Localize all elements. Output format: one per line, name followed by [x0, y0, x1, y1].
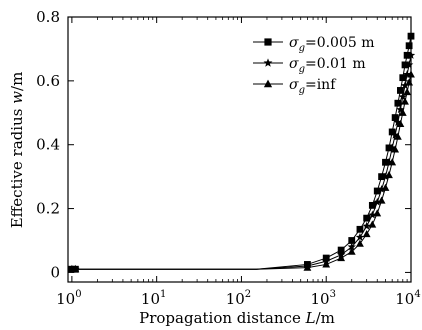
data-point — [407, 32, 415, 40]
data-point — [368, 201, 376, 209]
legend-label: σg=0.005 m — [289, 35, 375, 54]
data-point — [399, 74, 407, 82]
legend: σg=0.005 m σg=0.01 m σg=inf — [253, 35, 375, 96]
data-point — [322, 260, 331, 268]
data-point — [373, 187, 381, 195]
data-point — [356, 225, 364, 233]
data-point — [356, 239, 364, 247]
y-axis-label: Effective radius w/m — [8, 72, 26, 229]
data-point — [381, 172, 390, 181]
data-point — [385, 144, 393, 152]
data-point — [388, 158, 397, 166]
x-axis: 100 101 102 103 104 — [56, 17, 421, 308]
data-point — [348, 237, 356, 244]
x-tick-label: 104 — [395, 289, 420, 308]
data-point — [347, 242, 356, 251]
data-point — [373, 209, 382, 217]
data-point — [387, 143, 397, 152]
x-tick-label: 101 — [141, 289, 166, 308]
data-point — [363, 214, 371, 222]
data-point — [390, 130, 400, 139]
data-point — [337, 253, 346, 262]
data-point — [385, 170, 393, 179]
series-layer — [67, 32, 416, 273]
data-point — [405, 78, 414, 86]
y-tick-label: 0.4 — [36, 136, 60, 154]
data-point — [337, 246, 345, 254]
data-point — [403, 87, 412, 96]
data-point — [402, 70, 412, 79]
data-point — [382, 158, 389, 166]
data-point — [377, 184, 386, 193]
data-point — [398, 92, 407, 101]
data-point — [407, 70, 415, 78]
data-point — [362, 221, 371, 230]
data-point — [368, 220, 377, 228]
legend-label: σg=inf — [289, 77, 337, 96]
y-tick-label: 0.2 — [36, 200, 60, 218]
data-point — [362, 230, 371, 238]
data-point — [378, 173, 385, 181]
data-point — [381, 183, 390, 191]
plot-frame — [67, 16, 412, 283]
x-axis-label: Propagation distance L/m — [139, 309, 335, 327]
y-tick-label: 0 — [50, 263, 60, 281]
data-point — [377, 196, 386, 204]
data-point — [406, 50, 416, 59]
data-point — [373, 197, 382, 206]
data-point — [391, 114, 399, 121]
legend-marker-square — [264, 38, 272, 46]
series-triangle — [67, 70, 415, 273]
data-point — [391, 145, 400, 153]
x-tick-label: 103 — [310, 289, 335, 308]
data-point — [403, 51, 411, 59]
data-point — [394, 99, 402, 107]
data-point — [404, 60, 414, 69]
x-tick-label: 102 — [226, 289, 251, 308]
y-tick-label: 0.8 — [36, 8, 60, 26]
data-point — [405, 42, 413, 50]
data-point — [347, 247, 356, 255]
data-point — [396, 105, 405, 114]
x-tick-label: 100 — [56, 289, 81, 308]
legend-marker-triangle — [263, 79, 273, 88]
legend-marker-star — [263, 58, 273, 67]
data-point — [401, 97, 409, 105]
data-point — [398, 108, 407, 116]
legend-label: σg=0.01 m — [289, 56, 366, 75]
data-point — [355, 232, 365, 241]
data-point — [393, 132, 402, 140]
data-point — [388, 128, 396, 136]
data-point — [71, 265, 80, 273]
data-point — [400, 81, 410, 90]
data-point — [384, 157, 394, 166]
y-tick-label: 0.6 — [36, 72, 60, 90]
data-point — [401, 61, 409, 69]
data-point — [393, 117, 403, 126]
data-point — [368, 210, 377, 219]
data-point — [397, 87, 404, 94]
data-point — [396, 119, 405, 128]
data-point — [303, 263, 312, 271]
